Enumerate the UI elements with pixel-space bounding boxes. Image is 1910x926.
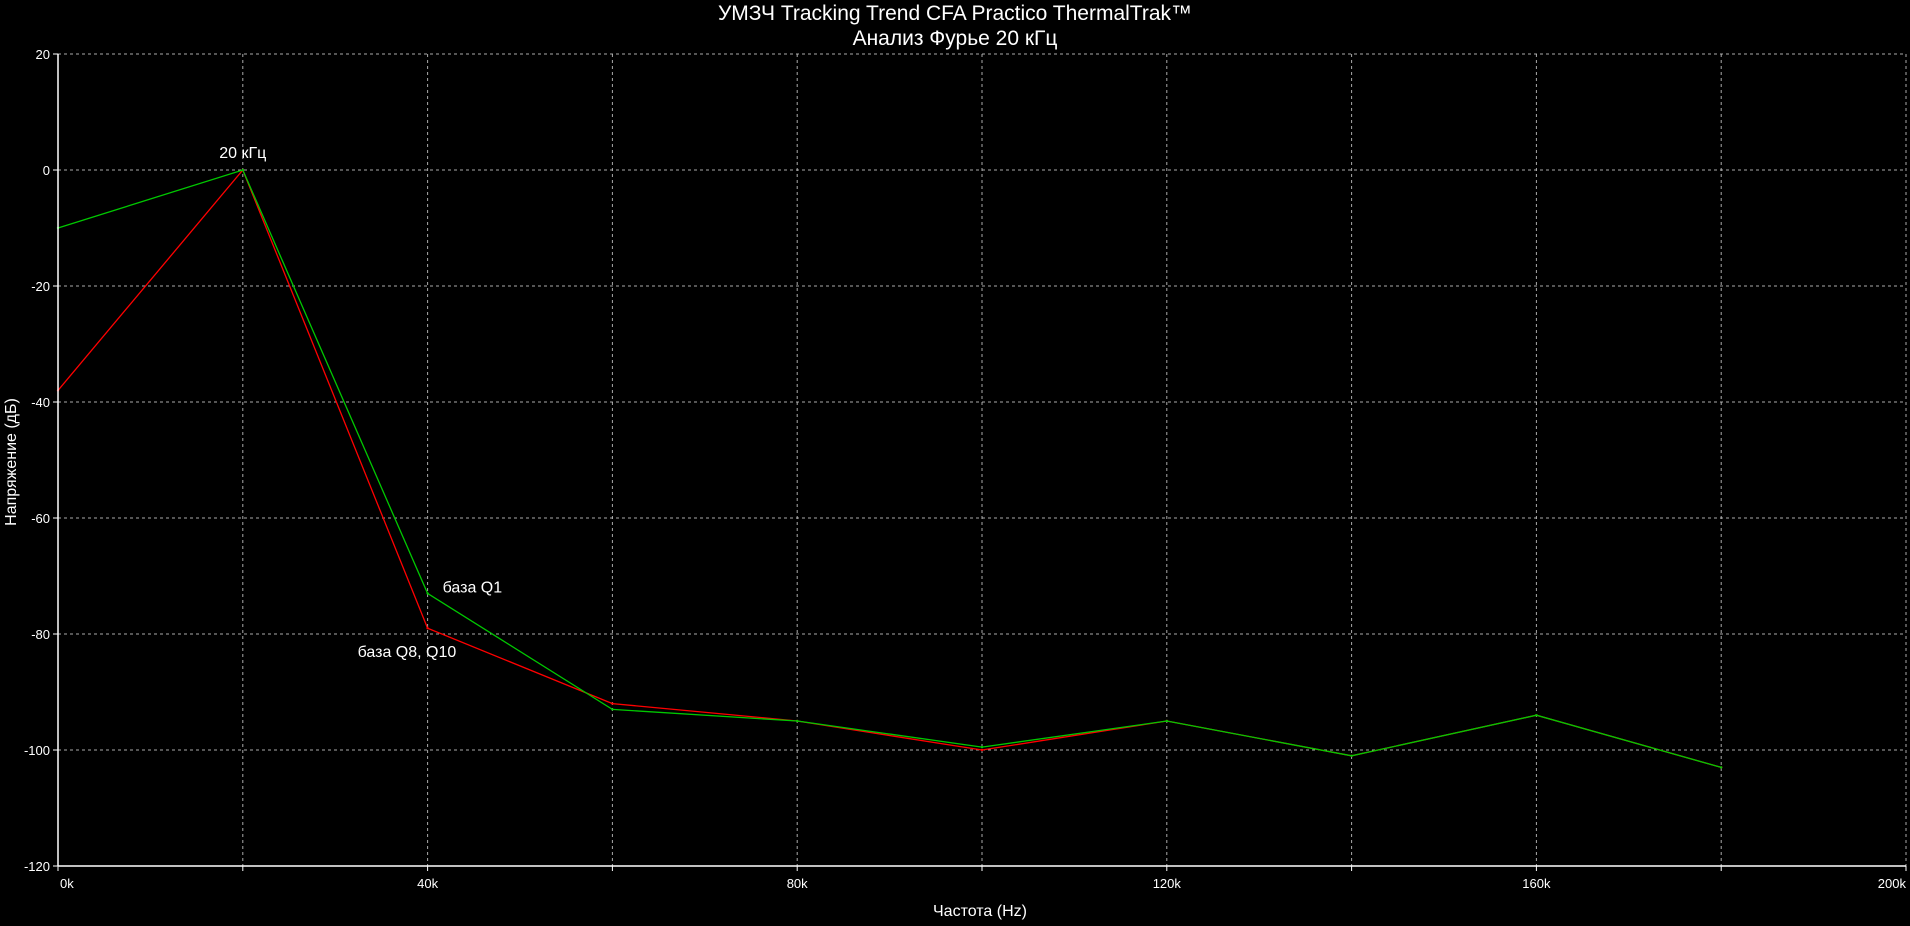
series-point-2 — [1535, 714, 1538, 717]
series-point-2 — [1720, 766, 1723, 769]
series-point-1 — [980, 748, 984, 752]
x-tick-label: 200k — [1878, 876, 1907, 891]
y-tick-label: -120 — [24, 859, 50, 874]
y-tick-label: -20 — [31, 279, 50, 294]
series-line-1 — [57, 168, 1722, 769]
x-tick-label: 80k — [787, 876, 808, 891]
annotation-label: база Q8, Q10 — [358, 644, 457, 661]
series-point-2 — [796, 719, 799, 723]
x-tick-label: 0k — [60, 876, 74, 891]
y-tick-label: 0 — [43, 163, 50, 178]
tick-layer: 0k 40k 80k 120k 160k 200k 20 0 -20 -40 -60 -80 -100 -… — [24, 47, 1907, 891]
chart-subtitle: Анализ Фурье 20 кГц — [853, 27, 1058, 50]
y-tick-label: -100 — [24, 743, 50, 758]
annotation-label: база Q1 — [443, 579, 503, 596]
chart-title: УМЗЧ Tracking Trend CFA Practico Thermal… — [718, 2, 1192, 25]
x-tick-label: 40k — [417, 876, 438, 891]
y-tick-label: -80 — [31, 627, 50, 642]
x-axis-label: Частота (Hz) — [933, 903, 1027, 920]
series-point-2 — [611, 708, 614, 711]
y-tick-label: -60 — [31, 511, 50, 526]
annotation-label: 20 кГц — [219, 145, 266, 162]
series-layer — [56, 168, 1723, 769]
series-point-1 — [611, 702, 614, 705]
series-line-2 — [57, 169, 1722, 769]
series-point-2 — [1350, 754, 1353, 757]
series-point-2 — [980, 745, 984, 749]
y-tick-label: -40 — [31, 395, 50, 410]
x-tick-label: 160k — [1522, 876, 1551, 891]
annot-layer: 20 кГц база Q1 база Q8, Q10 — [219, 145, 502, 661]
series-point-2 — [426, 592, 429, 595]
x-tick-label: 120k — [1153, 876, 1182, 891]
y-axis-label: Напряжение (дБ) — [3, 398, 20, 526]
y-tick-label: 20 — [36, 47, 50, 62]
grid-layer — [58, 53, 1907, 866]
series-point-2 — [1165, 719, 1169, 723]
series-point-2 — [241, 168, 244, 172]
series-point-1 — [426, 627, 429, 630]
